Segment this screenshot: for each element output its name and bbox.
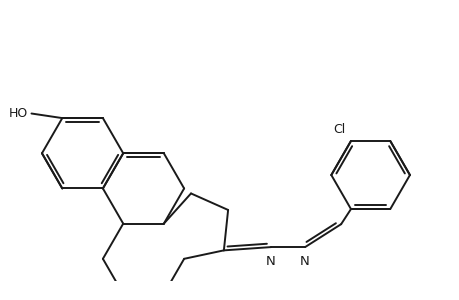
Text: Cl: Cl — [333, 123, 345, 136]
Text: N: N — [300, 255, 309, 268]
Text: N: N — [266, 255, 275, 268]
Text: HO: HO — [9, 107, 28, 120]
